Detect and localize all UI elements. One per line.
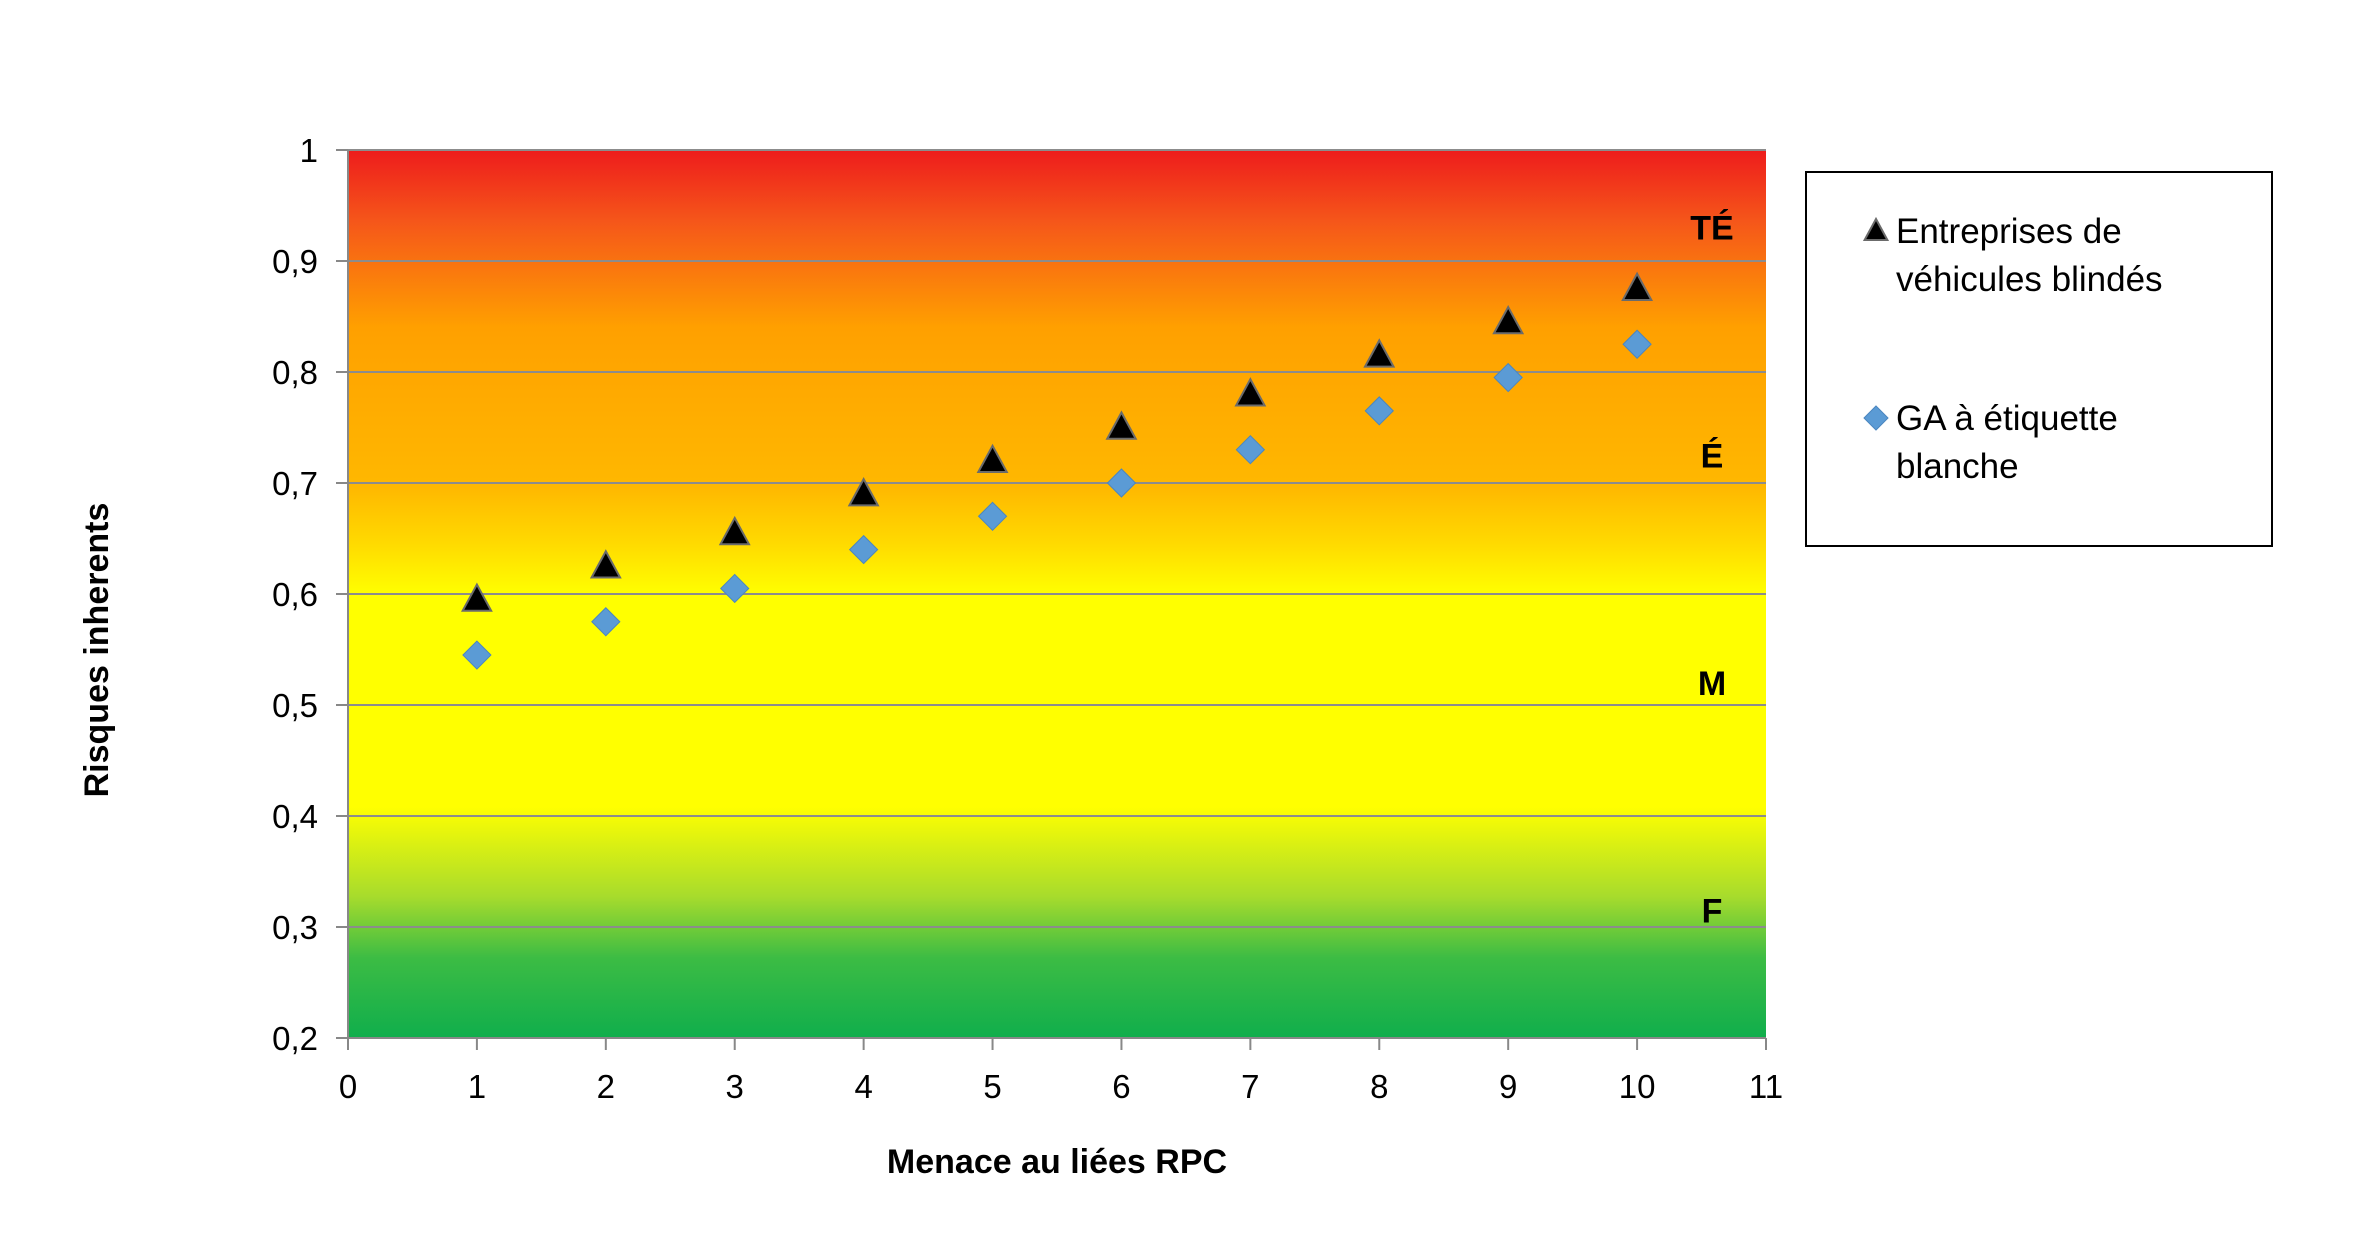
triangle-point [1363, 338, 1396, 368]
zone-labels: TÉ É M F [1690, 210, 1733, 931]
y-tick-label: 0,2 [272, 1020, 318, 1057]
triangle-point [847, 477, 880, 507]
legend-diamond-icon [1863, 405, 1889, 431]
legend-label: véhicules blindés [1896, 260, 2163, 299]
x-tick-label: 10 [1619, 1068, 1656, 1105]
legend-label: Entreprises de [1896, 212, 2122, 251]
y-axis-title: Risques inherents [78, 503, 116, 798]
diamond-point [720, 573, 750, 604]
y-tick-label: 0,4 [272, 798, 318, 835]
x-axis-title: Menace au liées RPC [887, 1143, 1227, 1181]
x-tick-label: 4 [854, 1068, 872, 1105]
diamond-point [462, 640, 492, 670]
triangle-point [1105, 410, 1138, 440]
triangle-point [718, 515, 751, 546]
x-tick-label: 0 [339, 1068, 357, 1105]
diamond-point [1493, 362, 1523, 393]
y-tick-label: 1 [300, 132, 318, 169]
triangle-point [589, 549, 622, 579]
legend: Entreprises de véhicules blindés GA à étiq… [1805, 171, 2273, 547]
diamond-point [1106, 468, 1137, 498]
triangle-point [1492, 304, 1525, 335]
y-tick-label: 0,8 [272, 354, 318, 391]
y-tick-label: 0,3 [272, 909, 318, 946]
grid-lines [348, 149, 1766, 928]
y-tick-label: 0,5 [272, 687, 318, 724]
diamond-point [977, 501, 1008, 532]
zone-label: É [1701, 437, 1724, 475]
y-tick-label: 0,6 [272, 576, 318, 613]
x-tick-label: 9 [1499, 1068, 1517, 1105]
diamond-point [591, 607, 621, 637]
series-ga-etiquette-blanche [462, 329, 1652, 670]
diamond-point [1364, 396, 1394, 426]
y-tick-label: 0,9 [272, 243, 318, 280]
zone-label: F [1702, 892, 1723, 930]
triangle-point [460, 582, 493, 612]
diamond-point [1622, 329, 1652, 359]
diamond-point [848, 534, 879, 565]
legend-label: blanche [1896, 447, 2019, 486]
legend-triangle-icon [1862, 216, 1890, 241]
legend-label: GA à étiquette [1896, 399, 2118, 438]
zone-label: TÉ [1690, 210, 1733, 248]
triangle-point [1621, 271, 1654, 301]
x-tick-label: 5 [983, 1068, 1001, 1105]
x-tick-label: 1 [468, 1068, 486, 1105]
x-tick-label: 6 [1112, 1068, 1130, 1105]
zone-label: M [1698, 665, 1726, 703]
triangle-point [1234, 377, 1267, 407]
x-tick-label: 11 [1749, 1068, 1783, 1105]
y-tick-label: 0,7 [272, 465, 318, 502]
series-vehicules-blindes [460, 271, 1654, 612]
data-series [460, 271, 1654, 670]
axes: 0,20,30,40,50,60,70,80,910 1 2 3 4 5 6 7 8 9 10 11 [272, 132, 1783, 1105]
x-tick-label: 3 [726, 1068, 744, 1105]
x-tick-label: 2 [597, 1068, 615, 1105]
x-tick-label: 8 [1370, 1068, 1388, 1105]
axis-titles: Menace au liées RPC Risques inherents [78, 503, 1227, 1181]
x-tick-label: 7 [1241, 1068, 1259, 1105]
triangle-point [976, 443, 1009, 474]
diamond-point [1235, 434, 1266, 465]
